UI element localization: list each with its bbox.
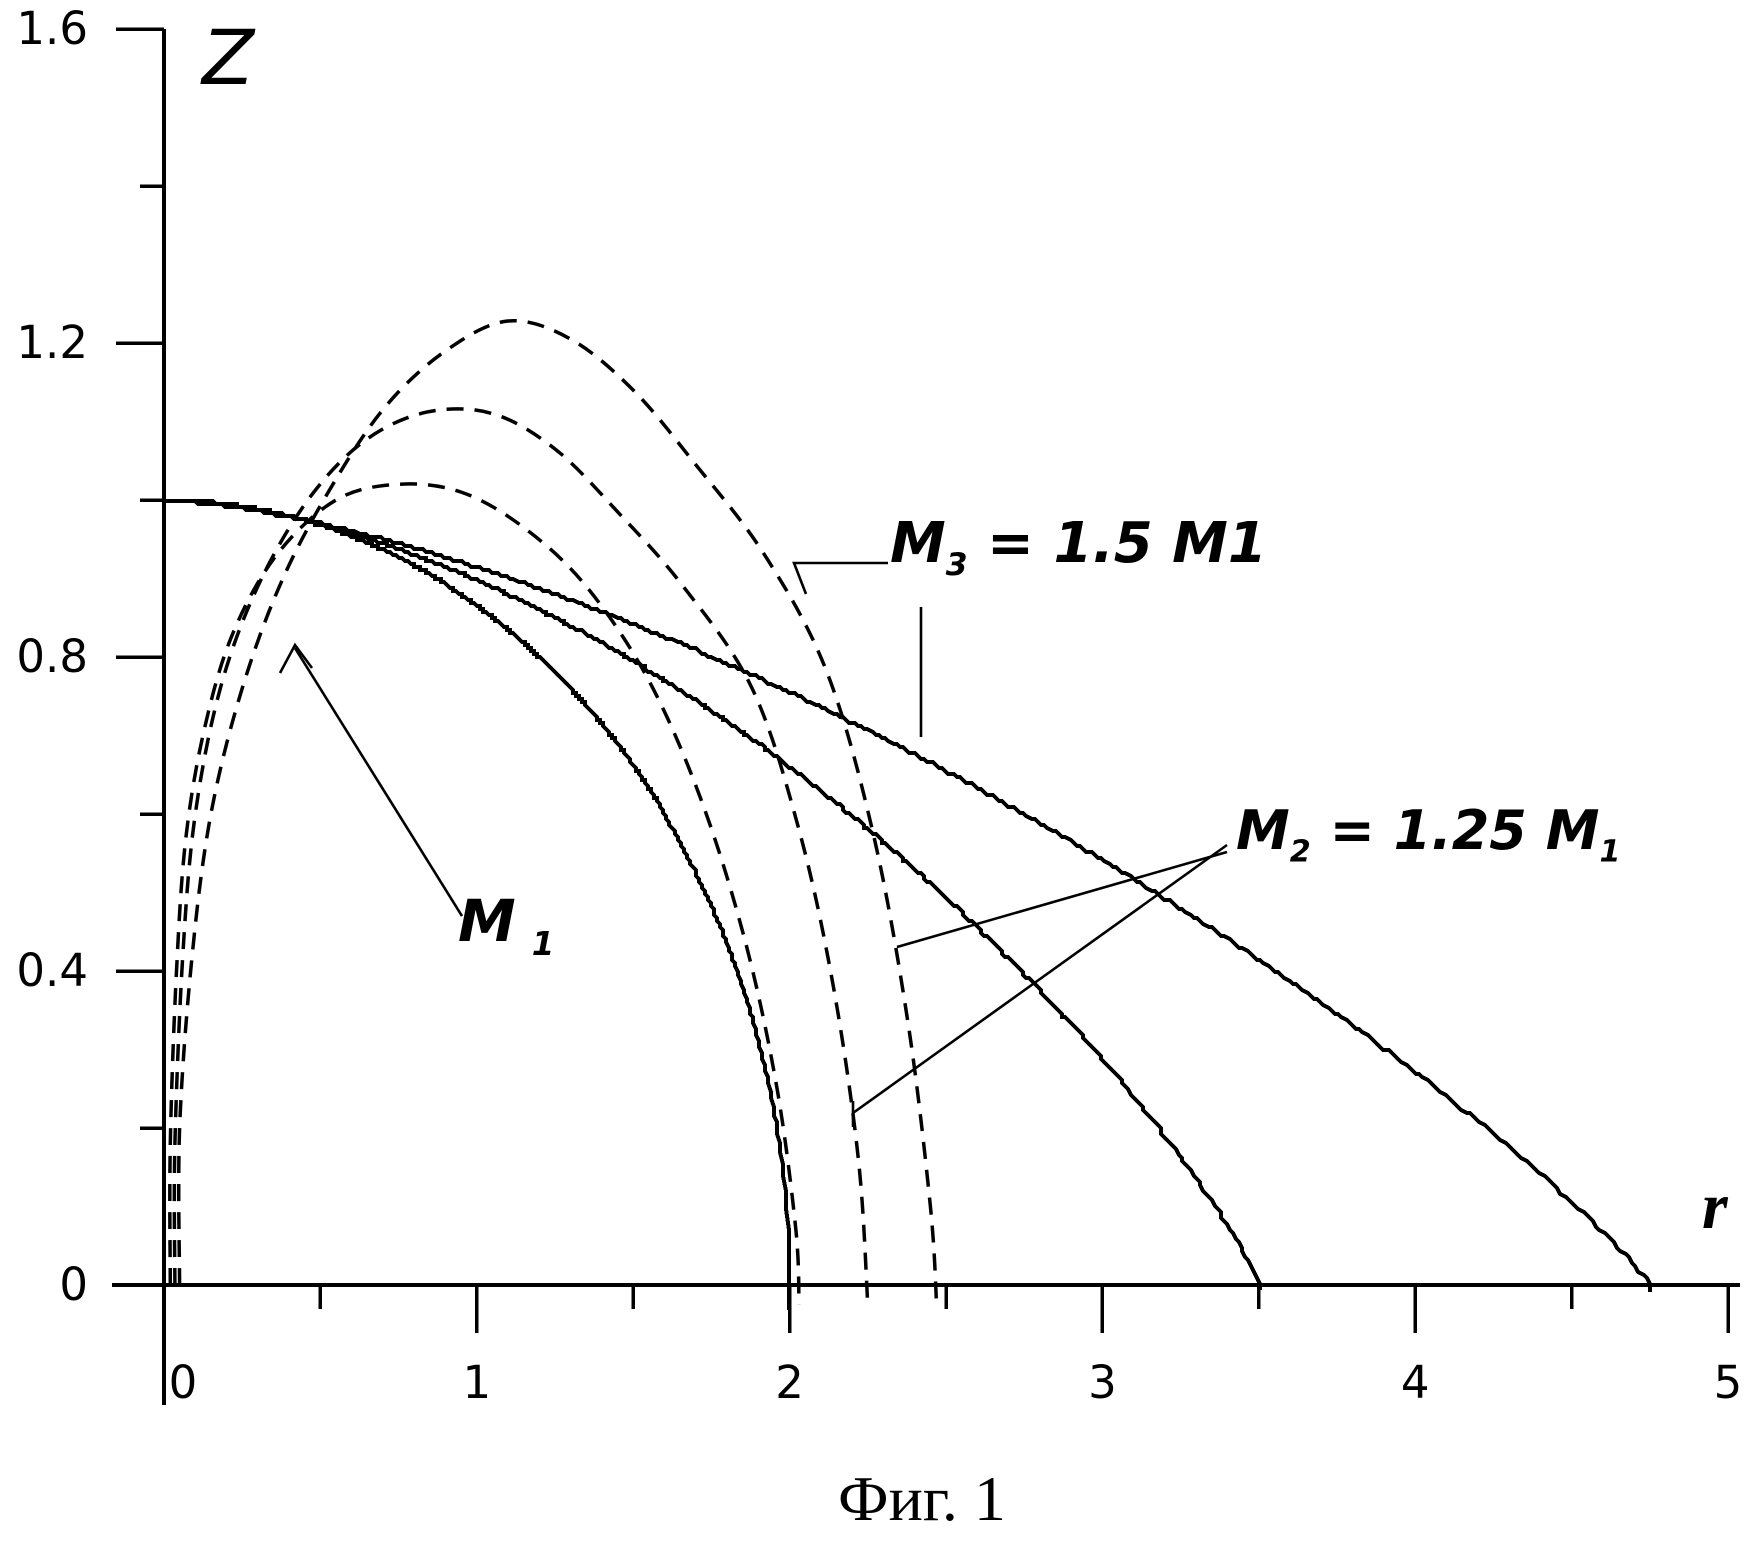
- y-tick-label: 0: [59, 1258, 88, 1311]
- annotation-m2: M2 = 1.25 M1: [1236, 804, 1620, 868]
- annotation-m3-eq: = 1.5 M1: [967, 511, 1267, 576]
- x-tick-label: 4: [1401, 1356, 1430, 1409]
- annotation-m3: M3 = 1.5 M1: [890, 516, 1267, 582]
- x-tick-label: 3: [1088, 1356, 1117, 1409]
- annotation-m3-sub: 3: [945, 547, 968, 584]
- m1-arrowhead: [278, 642, 314, 674]
- annotation-m1-sub: 1: [531, 924, 555, 963]
- y-tick-label: 1.6: [16, 2, 88, 55]
- y-tick-label: 1.2: [16, 316, 88, 369]
- curve-dashed-1: [168, 482, 801, 1305]
- m2-leader-solid: [896, 850, 1228, 949]
- m3-leader-dashed: [792, 561, 888, 595]
- axes: [112, 29, 1740, 1405]
- y-tick-label: 0.4: [16, 944, 88, 997]
- annotation-m2-eq: = 1.25: [1310, 799, 1546, 862]
- annotation-m2-sub: 2: [1289, 834, 1311, 870]
- tick-labels: 0 0.4 0.8 1.2 1.6 0 1 2 3 4 5: [16, 2, 1742, 1409]
- curves: [165, 318, 1652, 1310]
- m1-leader: [293, 647, 464, 917]
- figure-caption: Фиг. 1: [838, 1463, 1006, 1534]
- x-axis-title: r: [1702, 1170, 1728, 1243]
- curve-solid-3: [165, 499, 1652, 1292]
- curve-dashed-3: [176, 318, 939, 1305]
- annotation-m2-base2: M: [1545, 799, 1600, 862]
- curve-solid-2: [165, 499, 1262, 1290]
- m2-leader-dashed: [852, 843, 1228, 1115]
- y-tick-label: 0.8: [16, 630, 88, 683]
- curve-dashed-2: [172, 407, 870, 1305]
- annotation-leaders: [278, 561, 1228, 1127]
- x-tick-label: 0: [169, 1356, 198, 1409]
- annotation-m1-base: M: [458, 887, 516, 955]
- x-tick-label: 5: [1714, 1356, 1743, 1409]
- annotation-m2-base: M: [1236, 799, 1290, 862]
- x-tick-label: 2: [775, 1356, 804, 1409]
- annotation-m3-base: M: [890, 511, 946, 576]
- y-axis-title: Z: [202, 13, 255, 102]
- annotation-m2-sub2: 1: [1599, 834, 1621, 870]
- x-tick-label: 1: [462, 1356, 491, 1409]
